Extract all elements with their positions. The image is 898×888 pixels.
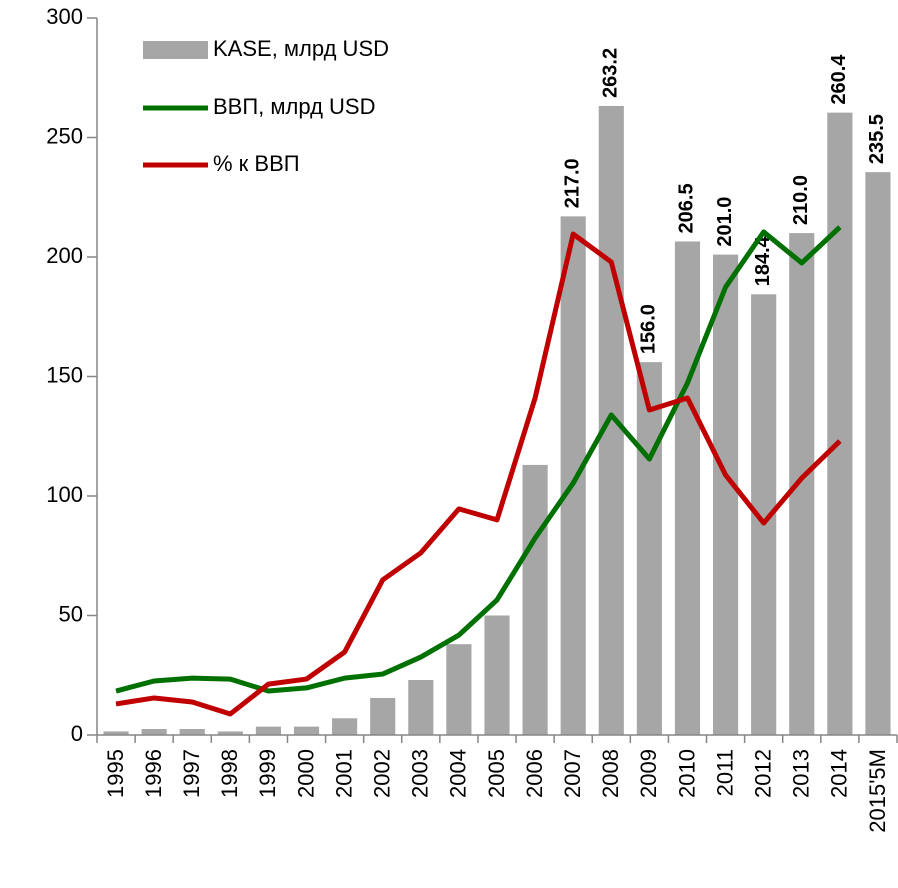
bar <box>674 241 701 735</box>
bar <box>103 731 129 735</box>
x-tick-label: 2008 <box>598 749 623 798</box>
legend-label: KASE, млрд USD <box>213 36 389 61</box>
line <box>115 231 842 717</box>
x-tick-label: 1998 <box>217 749 242 798</box>
x-tick-label: 2003 <box>408 749 433 798</box>
data-label: 235.5 <box>866 114 888 164</box>
x-tick-label: 1995 <box>103 749 128 798</box>
data-label: 263.2 <box>600 48 622 98</box>
y-tick-label: 150 <box>46 362 83 387</box>
bar <box>332 718 358 735</box>
x-tick-label: 2015'5M <box>865 749 890 833</box>
data-label: 217.0 <box>561 158 583 208</box>
y-tick-label: 0 <box>71 721 83 746</box>
x-tick-label: 2009 <box>636 749 661 798</box>
bar <box>865 172 891 735</box>
legend-swatch <box>143 41 208 59</box>
data-label: 184.4 <box>752 235 774 286</box>
x-tick-label: 2000 <box>293 749 318 798</box>
bar <box>522 464 548 735</box>
data-label: 201.0 <box>714 197 736 247</box>
bar <box>713 254 739 736</box>
line <box>115 225 842 694</box>
x-tick-label: 2004 <box>446 749 471 798</box>
data-label: 260.4 <box>828 54 850 105</box>
bar <box>141 729 167 735</box>
data-label: 210.0 <box>790 175 812 225</box>
y-tick-label: 100 <box>46 482 83 507</box>
data-label: 206.5 <box>676 183 698 233</box>
bar <box>255 726 281 735</box>
x-tick-label: 2013 <box>789 749 814 798</box>
bar <box>217 731 243 735</box>
x-tick-label: 2006 <box>522 749 547 798</box>
legend-label: ВВП, млрд USD <box>213 94 375 119</box>
bar <box>370 697 396 735</box>
bar <box>446 644 472 735</box>
x-tick-label: 2005 <box>484 749 509 798</box>
bar <box>598 105 624 735</box>
x-tick-label: 2012 <box>750 749 775 798</box>
x-tick-label: 2007 <box>560 749 585 798</box>
y-tick-label: 50 <box>59 601 83 626</box>
x-tick-label: 2011 <box>712 749 737 796</box>
bar <box>636 362 662 735</box>
y-tick-label: 300 <box>46 4 83 29</box>
x-tick-label: 1999 <box>255 749 280 798</box>
legend-label: % к ВВП <box>213 151 300 176</box>
bar <box>789 233 815 735</box>
data-label: 156.0 <box>638 304 660 354</box>
bar <box>408 680 434 735</box>
bar <box>827 112 853 736</box>
bar <box>560 216 586 735</box>
x-tick-label: 1996 <box>141 749 166 798</box>
x-tick-label: 2010 <box>674 749 699 798</box>
y-tick-label: 200 <box>46 243 83 268</box>
bar <box>179 729 205 735</box>
x-tick-label: 1997 <box>179 749 204 798</box>
y-tick-label: 250 <box>46 123 83 148</box>
bar <box>484 615 510 735</box>
bar <box>293 726 320 735</box>
x-tick-label: 2001 <box>331 749 356 798</box>
x-tick-label: 2002 <box>370 749 395 798</box>
x-tick-label: 2014 <box>827 749 852 798</box>
